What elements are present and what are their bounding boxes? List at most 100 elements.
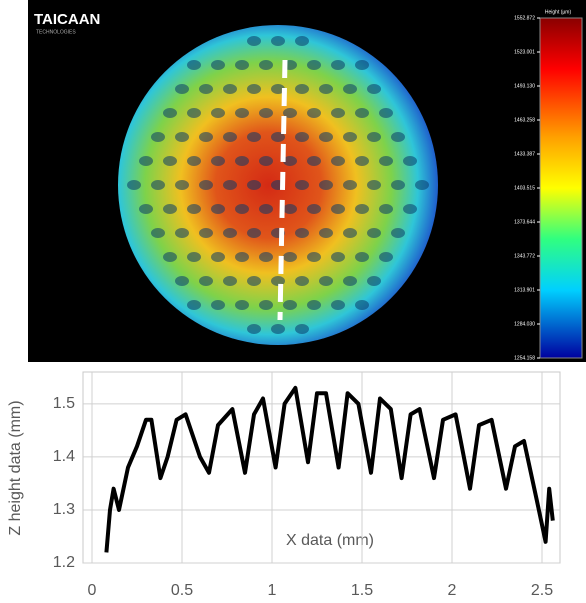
logo: TAICAAN <box>34 11 100 28</box>
colorbar-tick-label: 1313.901 <box>514 287 535 293</box>
surface-pit <box>343 180 357 190</box>
y-tick-label: 1.3 <box>53 501 75 518</box>
surface-pit <box>271 324 285 334</box>
surface-pit <box>283 108 297 118</box>
surface-pit <box>391 228 405 238</box>
colorbar-tick-label: 1343.772 <box>514 253 535 259</box>
surface-pit <box>151 180 165 190</box>
colorbar-tick-label: 1493.130 <box>514 83 535 89</box>
surface-pit <box>367 132 381 142</box>
surface-pit <box>403 204 417 214</box>
surface-pit <box>331 108 345 118</box>
surface-pit <box>391 180 405 190</box>
profile-line <box>277 59 288 321</box>
surface-pit <box>355 60 369 70</box>
surface-pit <box>211 60 225 70</box>
surface-pit <box>223 84 237 94</box>
surface-pit <box>199 180 213 190</box>
surface-pit <box>247 132 261 142</box>
surface-pit <box>235 108 249 118</box>
surface-pit <box>307 108 321 118</box>
surface-pit <box>319 84 333 94</box>
surface-pit <box>295 132 309 142</box>
surface-pit <box>367 228 381 238</box>
surface-pit <box>355 300 369 310</box>
surface-pit <box>319 132 333 142</box>
surface-pit <box>187 108 201 118</box>
surface-pit <box>223 276 237 286</box>
surface-pit <box>307 300 321 310</box>
surface-pit <box>187 60 201 70</box>
x-tick-label: 1.5 <box>351 582 373 599</box>
surface-pit <box>283 252 297 262</box>
surface-pit <box>223 180 237 190</box>
surface-pit <box>259 60 273 70</box>
surface-pit <box>127 180 141 190</box>
x-tick-label: 2 <box>448 582 457 599</box>
surface-pit <box>331 300 345 310</box>
surface-pit <box>199 132 213 142</box>
surface-pit <box>307 252 321 262</box>
surface-pit <box>307 156 321 166</box>
surface-pit <box>199 228 213 238</box>
surface-pit <box>295 324 309 334</box>
surface-pit <box>403 156 417 166</box>
colorbar-tick-label: 1523.001 <box>514 49 535 55</box>
surface-pit <box>223 132 237 142</box>
surface-pit <box>355 252 369 262</box>
surface-pit <box>307 60 321 70</box>
colorbar <box>539 17 583 359</box>
surface-pit <box>247 84 261 94</box>
surface-pit <box>295 276 309 286</box>
surface-pit <box>187 300 201 310</box>
surface-pit <box>415 180 429 190</box>
colorbar-tick-label: 1463.258 <box>514 117 535 123</box>
surface-pit <box>175 276 189 286</box>
surface-pit <box>295 36 309 46</box>
surface-pit <box>283 300 297 310</box>
surface-pit <box>259 156 273 166</box>
surface-pit <box>367 180 381 190</box>
surface-pit <box>355 204 369 214</box>
surface-pit <box>235 156 249 166</box>
surface-pit <box>235 252 249 262</box>
surface-pit <box>247 180 261 190</box>
surface-pit <box>271 132 285 142</box>
surface-pit <box>319 180 333 190</box>
surface-pit <box>319 276 333 286</box>
surface-pit <box>175 84 189 94</box>
surface-pit <box>307 204 321 214</box>
surface-pit <box>379 156 393 166</box>
surface-pit <box>235 204 249 214</box>
surface-pit <box>151 228 165 238</box>
surface-pit <box>391 132 405 142</box>
surface-pit <box>379 108 393 118</box>
surface-pit <box>199 276 213 286</box>
surface-pit <box>271 84 285 94</box>
surface-pit <box>163 204 177 214</box>
surface-pit <box>343 132 357 142</box>
surface-pit <box>367 84 381 94</box>
surface-pit <box>379 252 393 262</box>
surface-pit <box>235 300 249 310</box>
surface-pit <box>163 108 177 118</box>
surface-pit <box>295 84 309 94</box>
surface-pit <box>259 252 273 262</box>
surface-texture <box>127 36 429 334</box>
surface-pit <box>187 252 201 262</box>
surface-pit <box>295 180 309 190</box>
surface-pit <box>175 132 189 142</box>
x-tick-label: 2.5 <box>531 582 553 599</box>
y-axis-label: Z height data (mm) <box>7 400 24 535</box>
colorbar-title: Height (µm) <box>545 9 572 15</box>
surface-pit <box>355 156 369 166</box>
y-tick-label: 1.5 <box>53 395 75 412</box>
surface-pit <box>139 204 153 214</box>
surface-pit <box>187 204 201 214</box>
surface-pit <box>379 204 393 214</box>
surface-pit <box>319 228 333 238</box>
surface-pit <box>151 132 165 142</box>
x-axis-label: X data (mm) <box>286 532 374 549</box>
x-tick-label: 0.5 <box>171 582 193 599</box>
